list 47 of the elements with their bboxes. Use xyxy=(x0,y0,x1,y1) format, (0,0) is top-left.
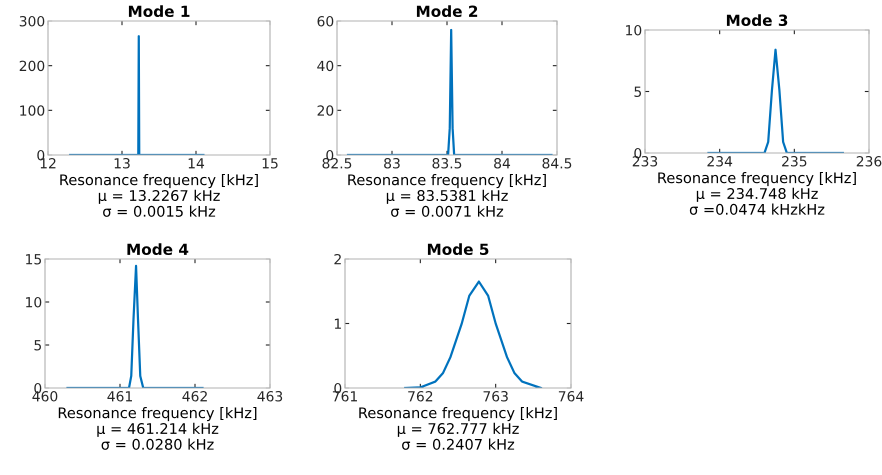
x-tick-label: 84.5 xyxy=(542,158,572,169)
y-tick-label: 60 xyxy=(318,16,334,26)
chart-title: Mode 3 xyxy=(726,14,788,26)
x-tick-label: 13 xyxy=(114,158,130,169)
x-tick-label: 463 xyxy=(257,391,282,402)
chart-title: Mode 2 xyxy=(416,5,478,18)
chart-title: Mode 5 xyxy=(428,243,488,256)
x-tick-label: 14 xyxy=(188,158,204,168)
chart-title: Mode 4 xyxy=(127,243,188,256)
x-tick-label: 233 xyxy=(632,156,658,167)
line-series xyxy=(707,48,844,153)
chart-title: Mode 1 xyxy=(128,5,190,18)
x-tick-label: 84 xyxy=(494,158,510,169)
y-tick-label: 300 xyxy=(20,16,44,26)
x-axis-title: Resonance frequency [kHz] μ = 13.2267 kHz σ = 0.0015 kHz xyxy=(60,174,258,217)
x-tick-label: 235 xyxy=(782,156,806,167)
y-tick-label: 5 xyxy=(34,340,42,350)
x-axis-title: Resonance frequency [kHz] μ = 461.214 kHz σ = 0.0280 kHz xyxy=(58,406,256,450)
x-tick-label: 462 xyxy=(182,391,207,402)
y-tick-label: 5 xyxy=(634,86,642,97)
x-tick-label: 762 xyxy=(408,391,432,402)
x-axis-title: Resonance frequency [kHz] μ = 234.748 kHz σ =0.0474 kHzkHz xyxy=(658,172,856,215)
y-tick-label: 200 xyxy=(20,60,44,72)
x-tick-label: 83.5 xyxy=(432,158,462,169)
x-tick-label: 15 xyxy=(262,158,278,169)
x-tick-label: 82.5 xyxy=(322,158,352,169)
line-series xyxy=(66,264,204,388)
line-series xyxy=(404,280,542,388)
x-tick-label: 236 xyxy=(856,156,882,167)
y-tick-label: 40 xyxy=(317,60,334,72)
y-tick-label: 2 xyxy=(334,254,341,264)
y-tick-label: 10 xyxy=(626,24,642,36)
x-tick-label: 763 xyxy=(484,391,508,402)
x-tick-label: 12 xyxy=(40,158,56,168)
x-tick-label: 460 xyxy=(32,391,58,402)
y-tick-label: 20 xyxy=(318,105,334,116)
y-tick-label: 100 xyxy=(20,105,44,116)
y-tick-label: 1 xyxy=(334,318,341,329)
x-tick-label: 461 xyxy=(107,391,132,402)
x-tick-label: 764 xyxy=(558,391,584,402)
x-tick-label: 761 xyxy=(332,391,357,402)
x-axis-title: Resonance frequency [kHz] μ = 83.5381 kHz σ = 0.0071 kHz xyxy=(348,174,546,217)
x-axis-title: Resonance frequency [kHz] μ = 762.777 kHz σ = 0.2407 kHz xyxy=(359,406,557,450)
x-tick-label: 83 xyxy=(384,158,400,169)
x-tick-label: 234 xyxy=(707,156,732,167)
y-tick-label: 15 xyxy=(26,254,42,264)
y-tick-label: 10 xyxy=(26,296,42,308)
